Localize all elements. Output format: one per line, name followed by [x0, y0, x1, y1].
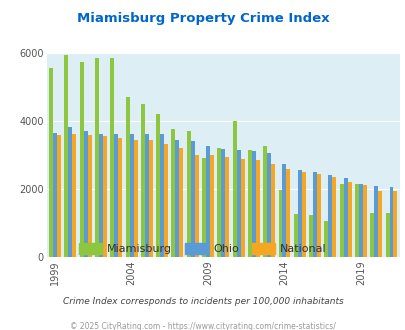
Bar	[271, 164, 275, 257]
Bar	[316, 174, 320, 257]
Bar	[160, 134, 164, 257]
Bar	[209, 155, 213, 257]
Bar	[347, 182, 351, 257]
Bar	[83, 131, 87, 257]
Text: Miamisburg Property Crime Index: Miamisburg Property Crime Index	[77, 12, 328, 24]
Bar	[343, 178, 347, 257]
Bar	[164, 144, 168, 257]
Bar	[133, 140, 137, 257]
Bar	[53, 133, 57, 257]
Bar	[57, 135, 61, 257]
Bar	[95, 58, 99, 257]
Bar	[225, 157, 229, 257]
Bar	[388, 187, 392, 257]
Bar	[171, 129, 175, 257]
Bar	[194, 155, 198, 257]
Bar	[79, 62, 83, 257]
Bar	[64, 54, 68, 257]
Bar	[72, 134, 76, 257]
Bar	[49, 68, 53, 257]
Bar	[141, 104, 145, 257]
Bar	[339, 184, 343, 257]
Bar	[217, 148, 221, 257]
Bar	[293, 214, 297, 257]
Bar	[278, 190, 282, 257]
Bar	[118, 138, 122, 257]
Bar	[221, 148, 225, 257]
Bar	[240, 159, 244, 257]
Bar	[232, 121, 236, 257]
Bar	[358, 184, 362, 257]
Bar	[354, 184, 358, 257]
Bar	[369, 214, 373, 257]
Bar	[110, 58, 114, 257]
Bar	[186, 131, 190, 257]
Bar	[266, 153, 271, 257]
Legend: Miamisburg, Ohio, National: Miamisburg, Ohio, National	[75, 239, 330, 258]
Bar	[301, 173, 305, 257]
Bar	[205, 146, 209, 257]
Bar	[236, 150, 240, 257]
Bar	[145, 134, 149, 257]
Bar	[392, 191, 396, 257]
Bar	[286, 169, 290, 257]
Bar	[324, 220, 328, 257]
Bar	[202, 158, 205, 257]
Bar	[149, 140, 152, 257]
Bar	[251, 151, 255, 257]
Bar	[103, 136, 107, 257]
Bar	[373, 186, 377, 257]
Bar	[87, 135, 92, 257]
Text: Crime Index corresponds to incidents per 100,000 inhabitants: Crime Index corresponds to incidents per…	[62, 297, 343, 306]
Bar	[262, 146, 266, 257]
Bar	[125, 97, 129, 257]
Bar	[175, 140, 179, 257]
Bar	[114, 134, 118, 257]
Bar	[328, 175, 332, 257]
Bar	[362, 185, 366, 257]
Bar	[190, 142, 194, 257]
Bar	[377, 190, 381, 257]
Bar	[312, 172, 316, 257]
Bar	[247, 150, 251, 257]
Text: © 2025 CityRating.com - https://www.cityrating.com/crime-statistics/: © 2025 CityRating.com - https://www.city…	[70, 322, 335, 330]
Bar	[297, 170, 301, 257]
Bar	[282, 164, 286, 257]
Bar	[156, 114, 160, 257]
Bar	[332, 177, 335, 257]
Bar	[255, 160, 259, 257]
Bar	[129, 134, 133, 257]
Bar	[179, 148, 183, 257]
Bar	[68, 127, 72, 257]
Bar	[99, 134, 103, 257]
Bar	[308, 215, 312, 257]
Bar	[385, 214, 388, 257]
